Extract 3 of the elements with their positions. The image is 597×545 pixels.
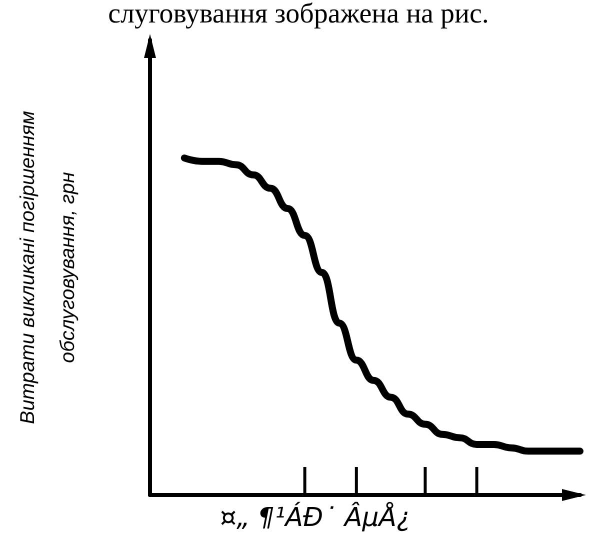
y-axis-title: Витрати викликані погіршенням обслуговування, грн [17, 110, 79, 424]
x-axis-title: ¤„ ¶¹ÁÐ˙ ÂµÅ¿ [220, 501, 410, 533]
text: слуговування зображена на рис. [108, 0, 489, 30]
